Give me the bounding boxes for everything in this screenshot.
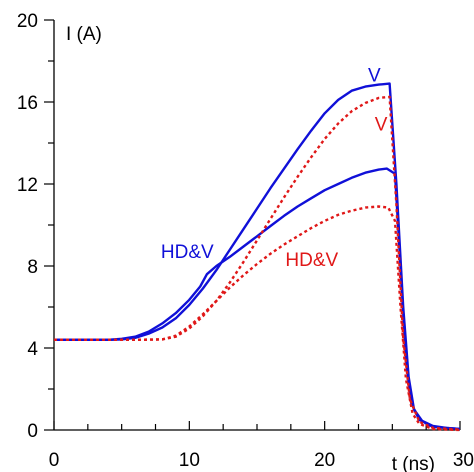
y-tick-label: 20: [17, 11, 38, 32]
annotation-label-2: V: [375, 115, 388, 136]
series-layer: [54, 82, 461, 432]
y-tick-label: 12: [17, 175, 38, 196]
annotation-label-1: V: [368, 66, 381, 87]
x-tick-label: 30: [453, 450, 474, 471]
y-tick-label: 16: [17, 93, 38, 114]
y-tick-label: 4: [27, 339, 38, 360]
x-tick-label: 0: [49, 450, 60, 471]
y-axis-label: I (A): [66, 24, 102, 45]
x-tick-label: 20: [314, 450, 335, 471]
annotation-label-3: HD&V: [161, 242, 214, 263]
annotation-label-4: HD&V: [285, 250, 338, 271]
annotations-layer: V V HD&V HD&V: [161, 66, 388, 272]
x-axis-label: t (ns): [392, 454, 435, 472]
series-line-3: [54, 95, 461, 431]
x-tick-label: 10: [179, 450, 200, 471]
axes: 0 10 20 30 0 4 8 12 16 20: [17, 11, 474, 471]
y-tick-label: 0: [27, 421, 38, 442]
y-tick-label: 8: [27, 257, 38, 278]
